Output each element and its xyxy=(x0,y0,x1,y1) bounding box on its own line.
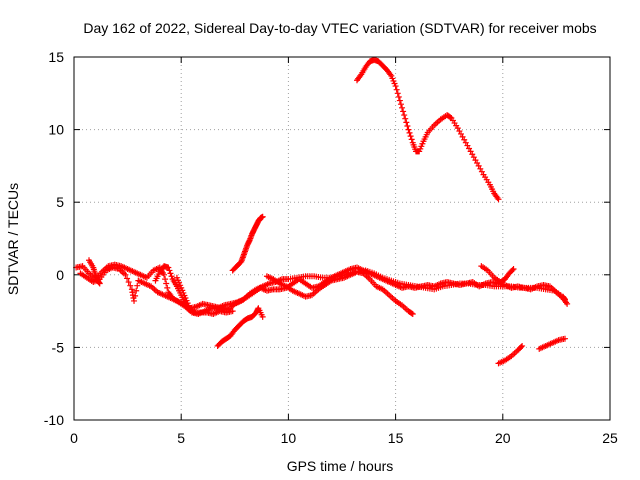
series-track-8 xyxy=(354,56,502,203)
series-track-7 xyxy=(263,268,416,318)
data-point xyxy=(134,282,141,289)
y-tick-label: 5 xyxy=(56,194,64,210)
series-track-4 xyxy=(173,274,198,316)
series-track-11 xyxy=(478,263,517,286)
data-point xyxy=(495,196,502,203)
data-point xyxy=(400,108,407,115)
data-point xyxy=(393,86,400,93)
data-point xyxy=(564,300,571,307)
data-point xyxy=(122,271,129,278)
data-point xyxy=(229,308,236,315)
data-point xyxy=(164,284,171,291)
data-point xyxy=(396,97,403,104)
data-point xyxy=(395,93,402,100)
data-point xyxy=(401,112,408,119)
data-point xyxy=(405,126,412,133)
data-point xyxy=(191,309,198,316)
chart-title: Day 162 of 2022, Sidereal Day-to-day VTE… xyxy=(83,20,596,36)
data-point xyxy=(403,119,410,126)
data-point xyxy=(519,342,526,349)
data-point xyxy=(189,308,196,315)
data-point xyxy=(394,90,401,97)
x-axis-ticks: 0 5 10 15 20 25 xyxy=(70,57,618,446)
data-point xyxy=(165,264,172,271)
data-point xyxy=(161,271,168,278)
data-point xyxy=(131,297,138,304)
data-point xyxy=(399,104,406,111)
data-point xyxy=(404,122,411,129)
x-tick-label: 5 xyxy=(177,430,185,446)
data-points xyxy=(73,56,571,367)
x-axis-label: GPS time / hours xyxy=(287,458,394,474)
data-point xyxy=(447,114,454,121)
x-tick-label: 10 xyxy=(281,430,297,446)
y-tick-label: 0 xyxy=(56,267,64,283)
series-track-12 xyxy=(86,257,103,287)
data-point xyxy=(408,136,415,143)
data-point xyxy=(125,279,132,286)
data-point xyxy=(124,275,131,282)
data-point xyxy=(259,213,266,220)
series-track-5 xyxy=(214,305,266,349)
x-tick-label: 20 xyxy=(495,430,511,446)
data-point xyxy=(392,83,399,90)
y-tick-label: 10 xyxy=(48,122,64,138)
data-point xyxy=(166,267,173,274)
x-tick-label: 0 xyxy=(70,430,78,446)
x-tick-label: 25 xyxy=(602,430,618,446)
data-point xyxy=(96,280,103,287)
data-point xyxy=(402,115,409,122)
data-point xyxy=(406,129,413,136)
data-point xyxy=(407,133,414,140)
y-axis-label: SDTVAR / TECUs xyxy=(5,183,21,295)
series-track-6 xyxy=(229,213,266,274)
y-tick-label: -10 xyxy=(44,412,64,428)
data-point xyxy=(167,270,174,277)
data-point xyxy=(510,265,517,272)
data-point xyxy=(162,276,169,283)
plot-frame xyxy=(73,56,611,421)
y-tick-label: -5 xyxy=(52,339,65,355)
data-point xyxy=(397,101,404,108)
data-point xyxy=(509,267,516,274)
grid-lines xyxy=(74,57,610,420)
data-point xyxy=(409,311,416,318)
data-point xyxy=(408,310,415,317)
data-point xyxy=(168,273,175,280)
y-tick-label: 15 xyxy=(48,49,64,65)
data-point xyxy=(561,335,568,342)
x-tick-label: 15 xyxy=(388,430,404,446)
data-point xyxy=(518,344,525,351)
data-point xyxy=(163,280,170,287)
series-track-9 xyxy=(495,342,526,367)
data-point xyxy=(127,282,134,289)
y-axis-ticks: -10 -5 0 5 10 15 xyxy=(44,49,610,428)
data-point xyxy=(133,287,140,294)
data-point xyxy=(259,313,266,320)
data-point xyxy=(132,292,139,299)
series-track-10 xyxy=(536,335,568,352)
